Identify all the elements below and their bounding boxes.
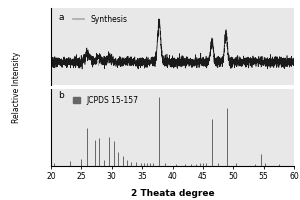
Text: Relactive Intensity: Relactive Intensity xyxy=(12,51,21,123)
Legend: Synthesis: Synthesis xyxy=(72,14,128,25)
Text: a: a xyxy=(58,13,64,22)
Text: b: b xyxy=(58,91,64,100)
Text: 2 Theata degree: 2 Theata degree xyxy=(131,189,214,198)
Legend: JCPDS 15-157: JCPDS 15-157 xyxy=(72,95,139,106)
